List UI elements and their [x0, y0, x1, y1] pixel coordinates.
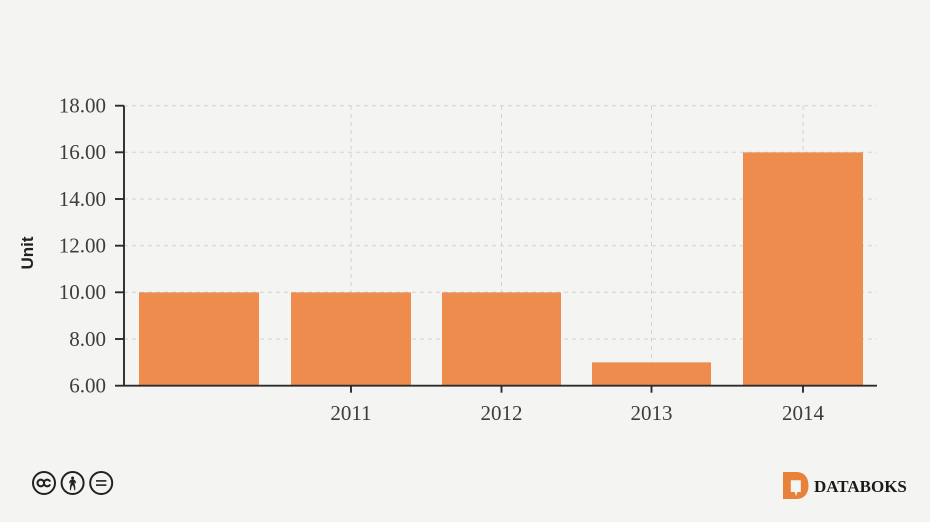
svg-text:Unit: Unit — [18, 236, 37, 269]
svg-text:2013: 2013 — [631, 401, 673, 425]
svg-text:16.00: 16.00 — [59, 140, 106, 164]
svg-text:6.00: 6.00 — [69, 374, 106, 398]
svg-text:18.00: 18.00 — [59, 94, 106, 118]
svg-text:2014: 2014 — [782, 401, 825, 425]
svg-text:2012: 2012 — [481, 401, 523, 425]
svg-text:14.00: 14.00 — [59, 187, 106, 211]
svg-text:12.00: 12.00 — [59, 234, 106, 258]
svg-text:8.00: 8.00 — [69, 327, 106, 351]
svg-text:10.00: 10.00 — [59, 280, 106, 304]
svg-text:DATABOKS: DATABOKS — [814, 477, 907, 496]
svg-text:2011: 2011 — [330, 401, 371, 425]
